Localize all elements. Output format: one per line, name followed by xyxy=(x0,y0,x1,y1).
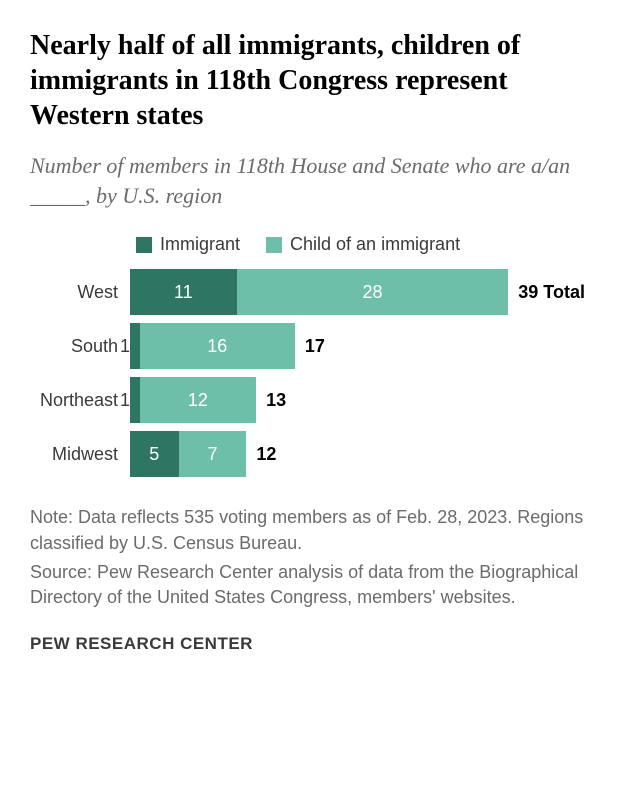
legend-label: Immigrant xyxy=(160,234,240,255)
note-text: Note: Data reflects 535 voting members a… xyxy=(30,505,590,555)
row-label: Northeast xyxy=(30,390,130,411)
chart-row: Northeast11213 xyxy=(30,377,590,423)
bar-segment: 7 xyxy=(179,431,247,477)
row-label: West xyxy=(30,282,130,303)
bar-segment: 1 xyxy=(130,323,140,369)
row-total: 13 xyxy=(266,390,286,411)
chart-subtitle: Number of members in 118th House and Sen… xyxy=(30,151,590,210)
bar-segment: 1 xyxy=(130,377,140,423)
source-text: Source: Pew Research Center analysis of … xyxy=(30,560,590,610)
bar-segment: 28 xyxy=(237,269,509,315)
bar-segment: 16 xyxy=(140,323,295,369)
legend-item-immigrant: Immigrant xyxy=(136,234,240,255)
footer-attribution: PEW RESEARCH CENTER xyxy=(30,634,590,654)
bar-area: 116 17 xyxy=(130,323,325,369)
bar-segment: 5 xyxy=(130,431,179,477)
legend-swatch xyxy=(136,237,152,253)
chart-row: South11617 xyxy=(30,323,590,369)
bar-value-outside: 1 xyxy=(120,390,130,411)
row-total: 12 xyxy=(256,444,276,465)
legend-swatch xyxy=(266,237,282,253)
bar-area: 57 12 xyxy=(130,431,276,477)
bar-value-outside: 1 xyxy=(120,336,130,357)
bar-chart: West112839 TotalSouth11617Northeast11213… xyxy=(30,269,590,477)
row-label: Midwest xyxy=(30,444,130,465)
bar-segment: 11 xyxy=(130,269,237,315)
bar-segment: 12 xyxy=(140,377,256,423)
legend-item-child: Child of an immigrant xyxy=(266,234,460,255)
bar-area: 1128 39 Total xyxy=(130,269,585,315)
row-total: 17 xyxy=(305,336,325,357)
bar-area: 112 13 xyxy=(130,377,286,423)
chart-title: Nearly half of all immigrants, children … xyxy=(30,28,590,133)
legend: Immigrant Child of an immigrant xyxy=(136,234,590,255)
legend-label: Child of an immigrant xyxy=(290,234,460,255)
chart-row: Midwest57 12 xyxy=(30,431,590,477)
chart-row: West1128 39 Total xyxy=(30,269,590,315)
row-label: South xyxy=(30,336,130,357)
row-total: 39 Total xyxy=(518,282,585,303)
